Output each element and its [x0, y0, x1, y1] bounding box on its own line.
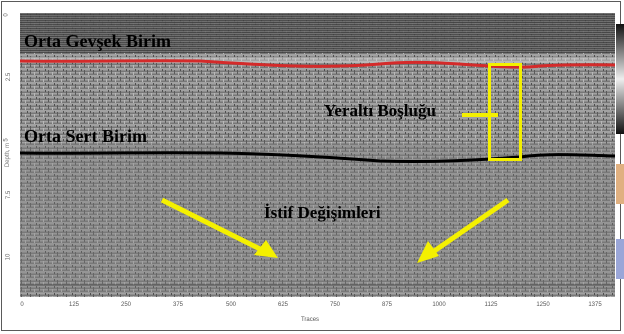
x-tick: 750 [329, 302, 341, 308]
upper-boundary-line [20, 59, 615, 69]
left-arrow-icon [160, 197, 278, 258]
lower-boundary-line [20, 151, 615, 164]
x-axis-label: Traces [300, 317, 320, 323]
upper-layer-label: Orta Gevşek Birim [24, 31, 171, 51]
colorbar [616, 24, 624, 279]
x-tick: 625 [277, 302, 289, 308]
x-tick: 500 [225, 302, 237, 308]
x-tick: 0 [20, 302, 24, 308]
lower-layer-label: Orta Sert Birim [24, 126, 147, 146]
stratification-label: İstif Değişimleri [264, 203, 381, 222]
radargram-image [20, 13, 615, 297]
x-tick: 375 [172, 302, 184, 308]
right-arrow-icon [417, 197, 510, 263]
cavity-highlight-box [488, 63, 522, 161]
x-tick: 250 [120, 302, 132, 308]
x-tick: 1375 [588, 302, 602, 308]
x-tick: 125 [68, 302, 80, 308]
x-tick: 1000 [432, 302, 446, 308]
x-tick: 1250 [536, 302, 550, 308]
cavity-label: Yeraltı Boşluğu [324, 101, 436, 120]
x-tick: 1125 [484, 302, 498, 308]
x-tick: 875 [381, 302, 393, 308]
